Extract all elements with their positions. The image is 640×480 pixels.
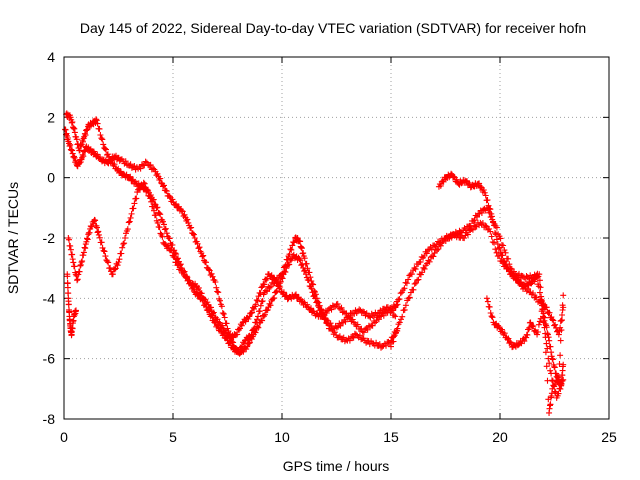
data-point — [148, 198, 155, 205]
data-point — [390, 307, 397, 314]
axis-ticks: 0 5 10 15 20 25 -8 -6 -4 -2 0 2 4 — [43, 49, 617, 445]
data-point — [555, 373, 562, 380]
x-tick-label: 25 — [601, 429, 617, 445]
series-trace-e — [390, 219, 567, 401]
data-point — [69, 256, 76, 263]
data-point — [309, 289, 316, 296]
data-point — [547, 367, 554, 374]
data-point — [431, 250, 438, 257]
x-axis-label: GPS time / hours — [283, 458, 390, 474]
series-trace-g — [64, 271, 567, 416]
data-point — [540, 301, 547, 308]
data-point — [501, 247, 508, 254]
y-tick-label: 4 — [47, 49, 55, 65]
series-fill-markers — [391, 219, 566, 399]
data-point — [78, 259, 85, 266]
data-point — [95, 231, 102, 238]
x-tick-label: 5 — [169, 429, 177, 445]
data-point — [283, 265, 290, 272]
series-trace-f — [435, 170, 567, 389]
y-tick-label: -4 — [43, 290, 56, 306]
data-point — [191, 235, 198, 241]
series-fill-markers — [66, 179, 400, 342]
data-point — [255, 313, 262, 320]
y-axis-label: SDTVAR / TECUs — [5, 182, 21, 294]
data-point — [494, 241, 501, 248]
data-point — [560, 292, 567, 299]
data-point — [128, 210, 135, 217]
data-series — [62, 110, 567, 416]
grid-lines — [64, 57, 609, 419]
data-point — [74, 277, 81, 284]
chart-title: Day 145 of 2022, Sidereal Day-to-day VTE… — [80, 20, 586, 36]
plot-frame — [63, 56, 610, 420]
data-point — [71, 129, 78, 136]
series-fill-markers — [436, 170, 566, 388]
data-point — [302, 271, 309, 278]
y-tick-label: -6 — [43, 351, 56, 367]
y-tick-label: -8 — [43, 411, 56, 427]
x-tick-label: 20 — [492, 429, 508, 445]
data-point — [69, 150, 76, 157]
x-tick-label: 10 — [274, 429, 290, 445]
x-tick-label: 15 — [383, 429, 399, 445]
data-point — [388, 343, 394, 350]
data-point — [488, 210, 495, 217]
data-point — [102, 253, 109, 260]
data-point — [483, 295, 490, 302]
series-trace-c — [65, 179, 401, 342]
x-tick-label: 0 — [60, 429, 68, 445]
y-tick-label: -2 — [43, 230, 56, 246]
data-point — [100, 141, 107, 148]
series-fill-markers — [63, 110, 398, 357]
series-trace-a — [62, 126, 401, 356]
series-fill-markers — [64, 273, 566, 412]
data-point — [544, 331, 551, 338]
data-point — [122, 235, 129, 241]
data-point — [414, 277, 421, 284]
y-tick-label: 2 — [47, 109, 55, 125]
y-tick-label: 0 — [47, 170, 55, 186]
